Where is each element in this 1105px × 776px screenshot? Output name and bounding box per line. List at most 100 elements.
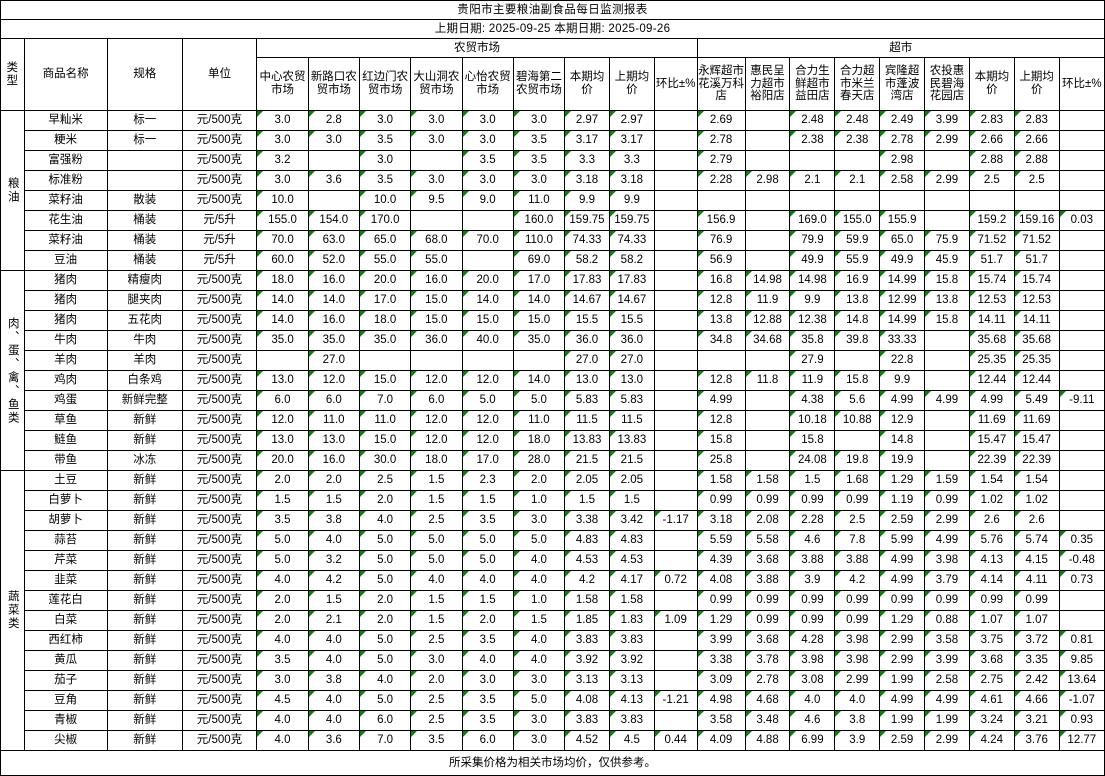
price-cell: 1.5: [256, 490, 309, 511]
product-name-cell: 猪肉: [23, 270, 108, 291]
price-cell: 2.59: [879, 730, 926, 751]
price-cell: 4.99: [968, 390, 1015, 411]
price-cell: [744, 210, 791, 231]
product-spec-cell: 散装: [106, 190, 183, 211]
price-cell: 3.08: [789, 670, 836, 691]
price-cell: [307, 150, 360, 171]
product-unit-cell: 元/500克: [181, 190, 258, 211]
price-cell: 0.99: [744, 590, 791, 611]
price-cell: 2.1: [307, 610, 360, 631]
price-cell: 4.6: [789, 530, 836, 551]
product-unit-cell: 元/500克: [181, 710, 258, 731]
price-cell: 170.0: [358, 210, 412, 231]
price-cell: 3.99: [924, 110, 970, 131]
price-cell: 4.99: [924, 530, 970, 551]
price-cell: 15.8: [924, 270, 970, 291]
price-cell: 1.02: [1013, 490, 1060, 511]
price-cell: 2.99: [879, 650, 926, 671]
price-cell: 15.5: [564, 310, 610, 331]
price-cell: 3.09: [696, 670, 746, 691]
price-cell: 3.2: [256, 150, 309, 171]
price-cell: 5.0: [512, 530, 566, 551]
price-cell: 3.0: [512, 670, 566, 691]
price-cell: [653, 470, 698, 491]
price-cell: 79.9: [789, 230, 836, 251]
price-cell: 20.0: [358, 270, 412, 291]
price-cell: [744, 250, 791, 271]
price-cell: 0.03: [1058, 210, 1105, 231]
price-cell: 2.48: [789, 110, 836, 131]
col-header-supermarket-5: 农投惠民碧海花园店: [924, 57, 970, 111]
price-cell: 13.8: [834, 290, 881, 311]
price-cell: [358, 350, 412, 371]
product-name-cell: 早籼米: [23, 110, 108, 131]
table-row: 羊肉 羊肉 元/500克 27.0 27.0 27.0 27.9 22.8 25.35 25.35: [1, 350, 1105, 371]
price-cell: 2.8: [307, 110, 360, 131]
price-cell: 13.0: [608, 370, 655, 391]
price-cell: 3.0: [512, 510, 566, 531]
product-spec-cell: 新鲜: [106, 490, 183, 511]
price-cell: 3.72: [1013, 630, 1060, 651]
price-cell: 11.0: [512, 410, 566, 431]
product-unit-cell: 元/500克: [181, 630, 258, 651]
price-cell: 4.98: [696, 690, 746, 711]
product-spec-cell: 新鲜: [106, 650, 183, 671]
price-cell: 1.5: [410, 470, 463, 491]
price-cell: [744, 190, 791, 211]
price-cell: 1.29: [879, 610, 926, 631]
price-cell: 4.0: [256, 570, 309, 591]
price-cell: 4.83: [564, 530, 610, 551]
price-cell: 3.0: [410, 110, 463, 131]
price-cell: 2.05: [564, 470, 610, 491]
price-cell: 34.68: [744, 330, 791, 351]
product-name-cell: 羊肉: [23, 350, 108, 371]
price-cell: [1058, 330, 1105, 351]
product-spec-cell: 新鲜: [106, 550, 183, 571]
table-row: 茄子 新鲜 元/500克 3.0 3.8 4.0 2.0 3.0 3.0 3.13 3.13 3.09…: [1, 670, 1105, 691]
price-cell: 1.85: [564, 610, 610, 631]
price-cell: 3.9: [789, 570, 836, 591]
price-cell: [653, 150, 698, 171]
price-cell: 14.8: [879, 430, 926, 451]
price-cell: 3.5: [461, 690, 514, 711]
price-cell: [1058, 150, 1105, 171]
price-cell: 1.29: [879, 470, 926, 491]
price-cell: 3.0: [461, 130, 514, 151]
price-cell: 3.0: [256, 670, 309, 691]
price-cell: 12.88: [744, 310, 791, 331]
price-cell: 4.99: [924, 690, 970, 711]
price-cell: 4.5: [256, 690, 309, 711]
price-cell: 2.79: [696, 150, 746, 171]
price-cell: [1058, 250, 1105, 271]
price-cell: -1.07: [1058, 690, 1105, 711]
table-row: 白萝卜 新鲜 元/500克 1.5 1.5 2.0 1.5 1.5 1.0 1.5 1.5 0.99 0…: [1, 490, 1105, 511]
price-cell: 5.6: [834, 390, 881, 411]
table-row: 鲢鱼 新鲜 元/500克 13.0 13.0 15.0 12.0 12.0 18.0 13.83 1…: [1, 430, 1105, 451]
price-cell: 10.88: [834, 410, 881, 431]
price-cell: 15.8: [696, 430, 746, 451]
price-cell: -1.17: [653, 510, 698, 531]
product-spec-cell: 标一: [106, 110, 183, 131]
price-cell: 20.0: [256, 450, 309, 471]
col-header-supermarket-2: 合力生鲜超市益田店: [789, 57, 836, 111]
price-cell: 1.09: [653, 610, 698, 631]
price-cell: 25.35: [968, 350, 1015, 371]
product-spec-cell: 新鲜: [106, 510, 183, 531]
price-cell: 12.8: [696, 370, 746, 391]
price-cell: 15.0: [410, 290, 463, 311]
price-cell: 2.5: [410, 690, 463, 711]
product-spec-cell: 新鲜: [106, 570, 183, 591]
price-cell: 9.5: [410, 190, 463, 211]
price-cell: [653, 290, 698, 311]
price-cell: [1058, 270, 1105, 291]
price-cell: 4.0: [512, 630, 566, 651]
price-cell: 2.88: [1013, 150, 1060, 171]
price-cell: [744, 390, 791, 411]
group-header-farmers-market: 农贸市场: [256, 38, 698, 58]
price-cell: 1.5: [410, 590, 463, 611]
product-unit-cell: 元/500克: [181, 490, 258, 511]
product-name-cell: 标准粉: [23, 170, 108, 191]
footnote: 所采集价格为相关市场均价，仅供参考。: [0, 750, 1105, 776]
price-cell: 18.0: [256, 270, 309, 291]
product-name-cell: 西红柿: [23, 630, 108, 651]
